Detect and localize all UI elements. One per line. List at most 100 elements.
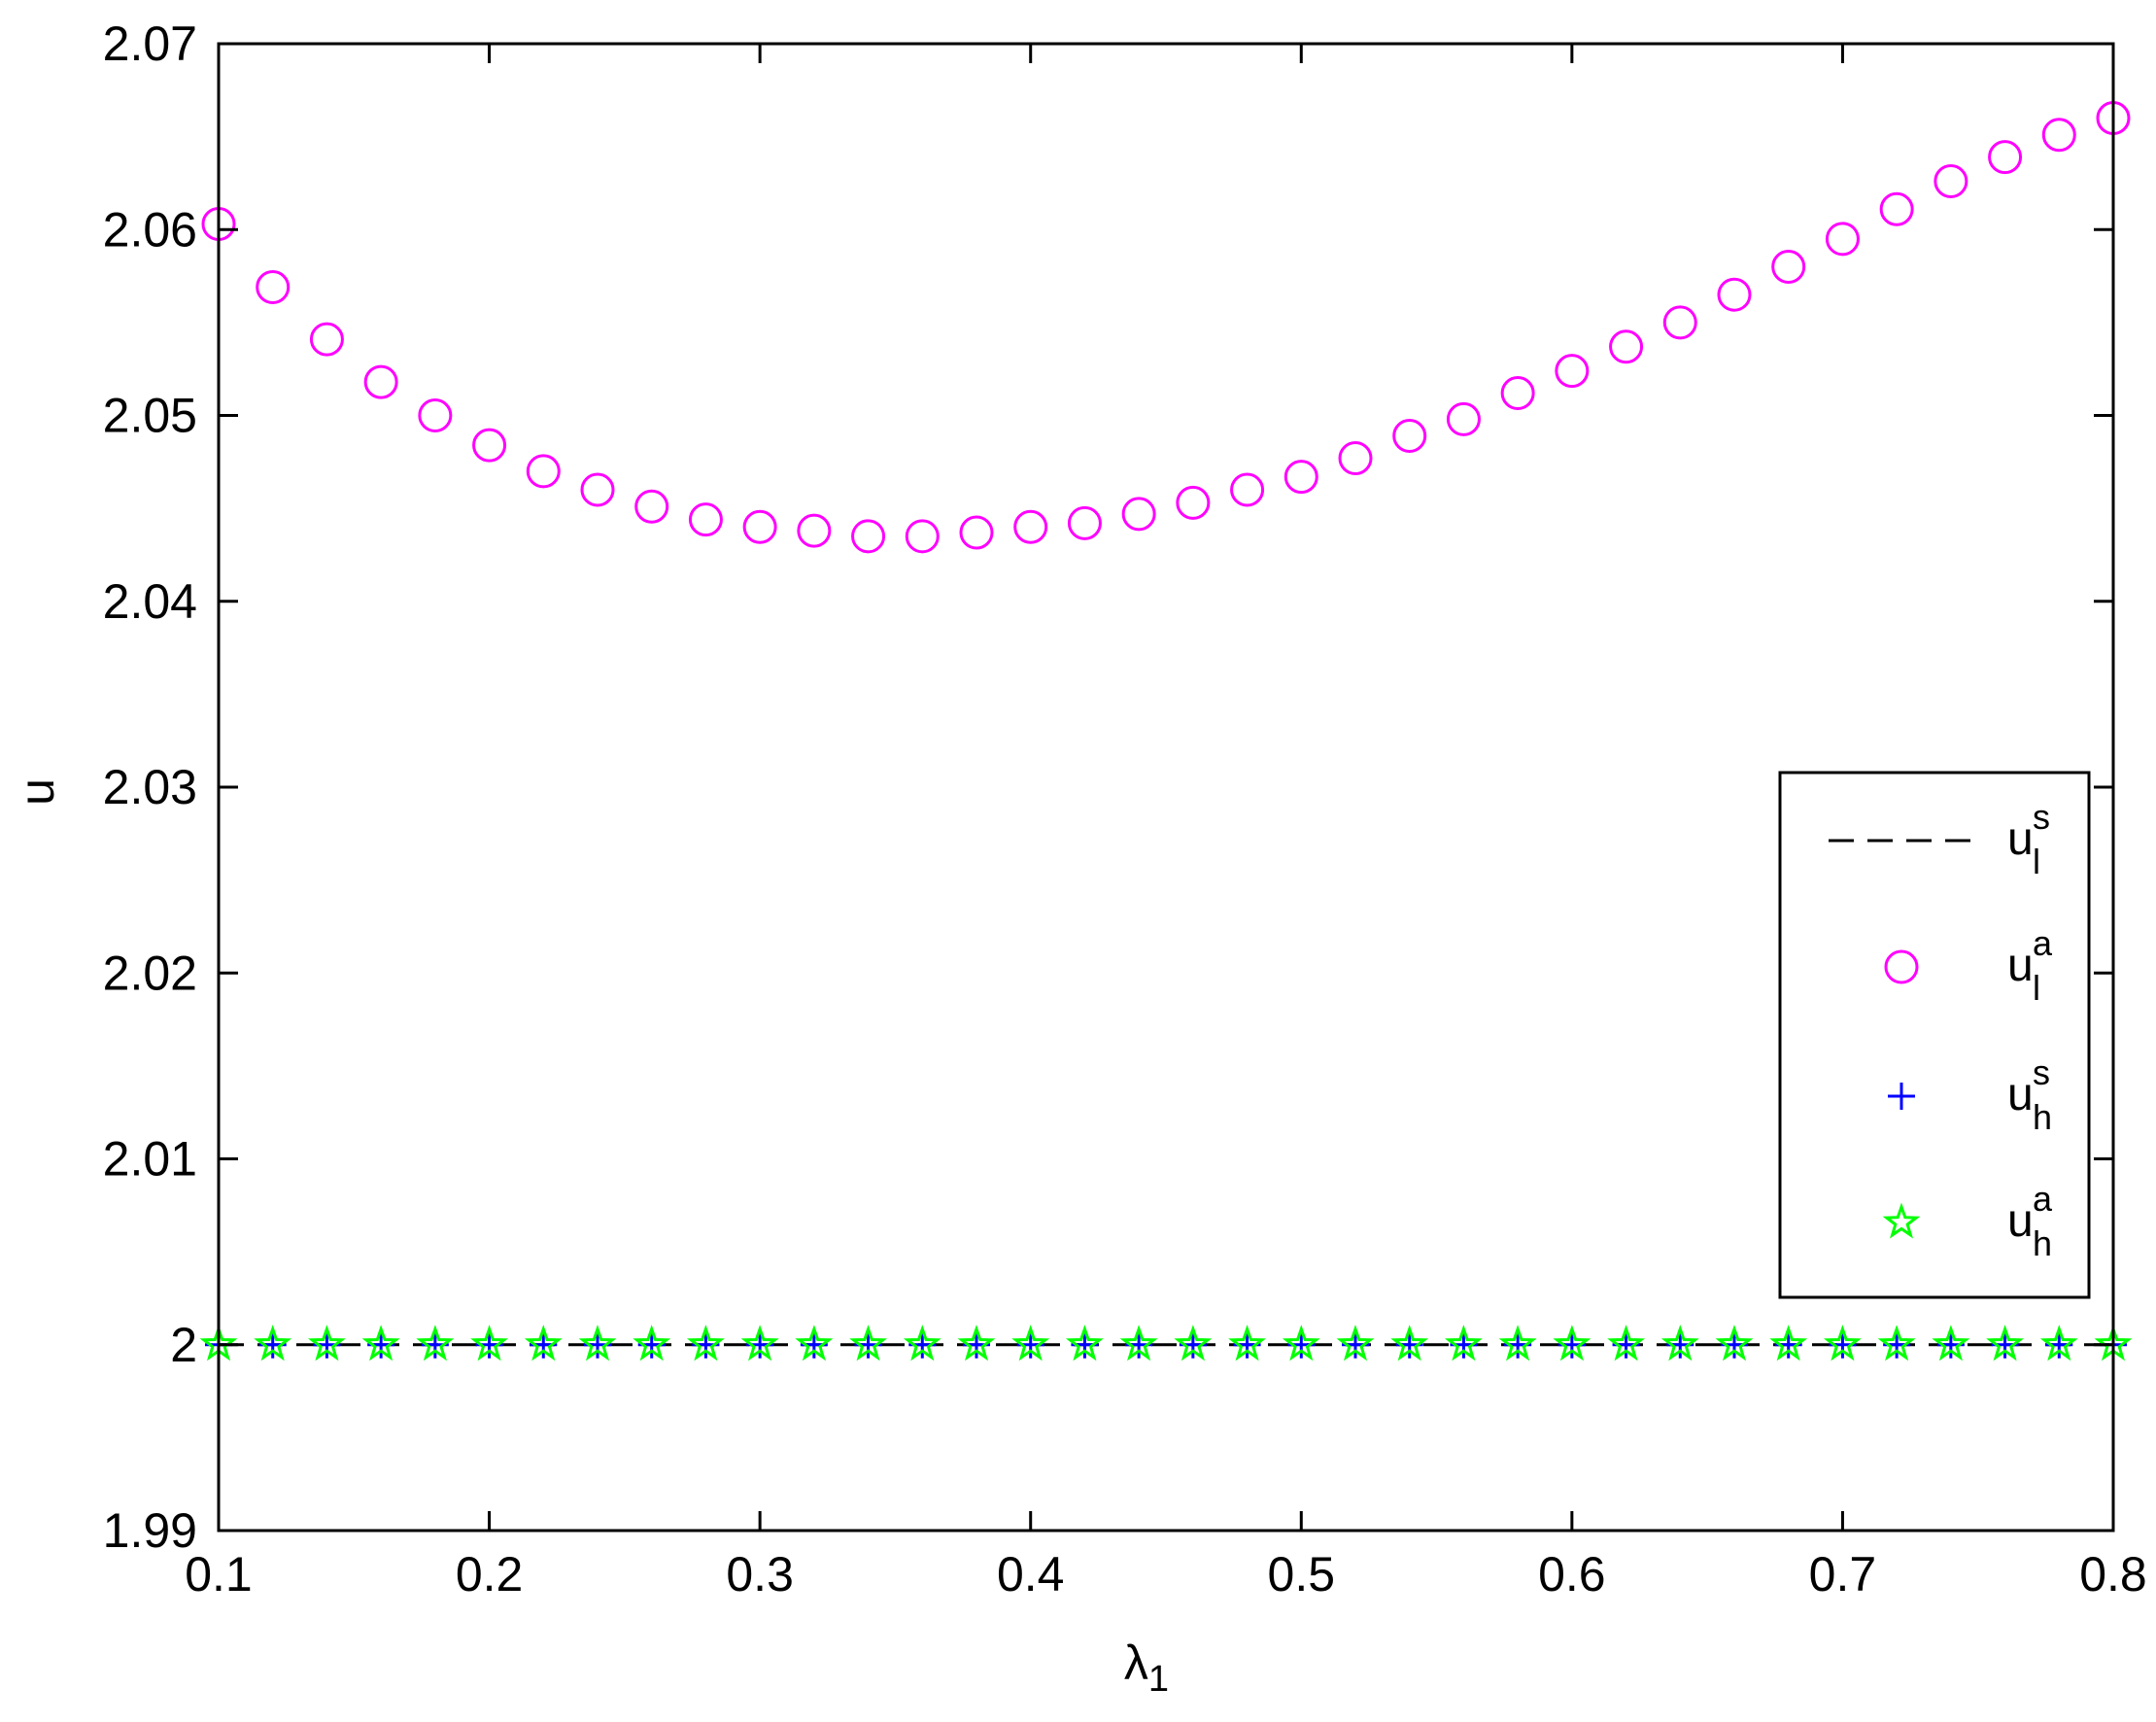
data-point xyxy=(470,1325,509,1361)
legend-label-sub: h xyxy=(2033,1223,2052,1263)
y-tick-label: 2.05 xyxy=(103,389,197,443)
y-tick-label: 2.04 xyxy=(103,574,197,629)
data-point xyxy=(578,1325,617,1361)
legend-label: u xyxy=(2007,813,2034,865)
legend-item: u ah xyxy=(1882,1179,2053,1263)
data-point xyxy=(1932,1325,1970,1361)
data-point xyxy=(1282,1325,1320,1361)
x-tick-label: 0.5 xyxy=(1268,1547,1336,1601)
data-point xyxy=(2039,1325,2078,1361)
data-point xyxy=(1013,509,1048,544)
data-point xyxy=(1609,329,1644,364)
data-point xyxy=(686,1325,725,1361)
legend-label-sub: l xyxy=(2033,968,2040,1008)
data-point xyxy=(1230,472,1265,507)
data-point xyxy=(1067,505,1102,540)
legend-box xyxy=(1778,771,2091,1299)
legend-label-sub: h xyxy=(2033,1097,2052,1137)
data-point xyxy=(740,1325,779,1361)
data-point xyxy=(1338,440,1373,475)
data-point xyxy=(1877,1325,1916,1361)
data-point xyxy=(1879,191,1914,226)
plot-frame xyxy=(217,42,2115,1533)
data-point xyxy=(795,1325,834,1361)
y-tick-label: 2.01 xyxy=(103,1132,197,1187)
data-point xyxy=(849,1325,888,1361)
data-point xyxy=(524,1325,563,1361)
data-point xyxy=(797,513,832,548)
data-point xyxy=(1446,401,1481,436)
y-tick-label: 2.03 xyxy=(103,760,197,814)
data-point xyxy=(742,509,777,544)
x-axis-label: λ1 xyxy=(1124,1636,1169,1700)
data-point xyxy=(309,322,344,357)
data-point xyxy=(1934,164,1968,199)
data-point xyxy=(957,1325,996,1361)
x-axis-label-sub: 1 xyxy=(1148,1659,1169,1700)
x-axis-label-main: λ xyxy=(1124,1636,1148,1690)
data-point xyxy=(1823,1325,1862,1361)
data-point xyxy=(1121,497,1156,532)
x-tick-label: 0.3 xyxy=(726,1547,794,1601)
legend-marker xyxy=(1888,1083,1915,1110)
data-point xyxy=(1662,305,1697,340)
data-point xyxy=(1500,376,1535,411)
x-tick-label: 0.7 xyxy=(1809,1547,1877,1601)
data-point xyxy=(1988,140,2023,175)
series-u-h-a xyxy=(199,1325,2133,1361)
data-point xyxy=(526,454,561,489)
legend-label: u xyxy=(2007,940,2034,991)
legend-label: u xyxy=(2007,1195,2034,1247)
y-tick-label: 2.02 xyxy=(103,946,197,1000)
data-point xyxy=(580,472,615,507)
legend-label-sub: l xyxy=(2033,842,2040,881)
y-tick-label: 2 xyxy=(170,1318,197,1372)
data-point xyxy=(1771,250,1806,284)
data-point xyxy=(1825,222,1860,257)
data-point xyxy=(1283,460,1318,495)
y-axis-label: u xyxy=(10,778,64,806)
data-point xyxy=(1717,277,1752,312)
data-point xyxy=(1553,1325,1591,1361)
data-point xyxy=(2041,118,2076,153)
data-point xyxy=(1336,1325,1375,1361)
data-point xyxy=(633,1325,671,1361)
legend-item: u sl xyxy=(1829,797,2050,881)
data-point xyxy=(363,364,398,399)
legend-label-sup: s xyxy=(2033,797,2050,837)
legend: u slu alu shu ah xyxy=(1778,771,2091,1299)
legend-label-sup: a xyxy=(2033,923,2053,963)
data-point xyxy=(1986,1325,2025,1361)
data-point xyxy=(1174,1325,1213,1361)
x-tick-label: 0.1 xyxy=(185,1547,253,1601)
data-point xyxy=(905,519,940,554)
data-point xyxy=(1011,1325,1050,1361)
legend-marker xyxy=(1884,949,1919,984)
data-point xyxy=(1392,419,1427,454)
ticks-layer: 0.1 0.2 0.3 0.4 0.5 0.6 0.7 0.8 1.99 2 2.01 2.02 2.0… xyxy=(103,17,2147,1601)
data-point xyxy=(1390,1325,1429,1361)
data-point xyxy=(1228,1325,1267,1361)
x-tick-label: 0.2 xyxy=(456,1547,524,1601)
data-point xyxy=(307,1325,346,1361)
legend-marker xyxy=(1882,1202,1921,1239)
data-point xyxy=(1769,1325,1808,1361)
x-tick-label: 0.6 xyxy=(1538,1547,1606,1601)
y-tick-label: 1.99 xyxy=(103,1503,197,1558)
data-point xyxy=(851,519,886,554)
data-point xyxy=(472,428,507,463)
data-point xyxy=(1444,1325,1483,1361)
data-point xyxy=(1119,1325,1158,1361)
legend-label: u xyxy=(2007,1069,2034,1120)
legend-label-sup: a xyxy=(2033,1179,2053,1219)
data-point xyxy=(254,1325,292,1361)
legend-item: u sh xyxy=(1888,1052,2052,1137)
y-tick-label: 2.07 xyxy=(103,17,197,71)
data-point xyxy=(688,502,723,537)
data-point xyxy=(1715,1325,1754,1361)
data-point xyxy=(1607,1325,1646,1361)
data-point xyxy=(416,1325,455,1361)
data-point xyxy=(1065,1325,1104,1361)
data-point xyxy=(1555,354,1590,389)
